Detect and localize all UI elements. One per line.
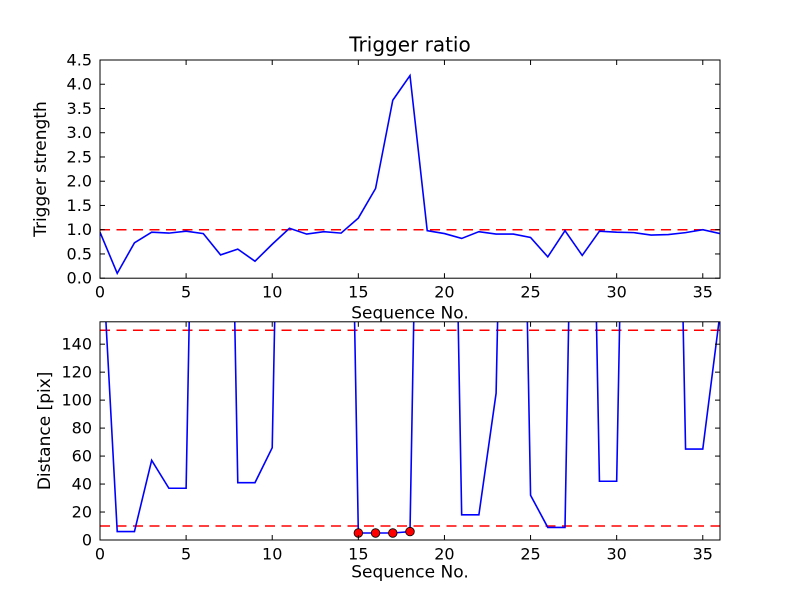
y-tick-label: 3.0 [67,123,92,142]
y-tick-label: 140 [61,335,92,354]
top-subplot: 0 5 10 15 20 25 30 35 0.0 0.5 1.0 1.5 2.0 2.5 3.0 3.5 4.… [31,33,721,324]
y-tick-label: 120 [61,363,92,382]
top-plot-area [100,73,720,276]
x-tick-label: 15 [348,545,368,564]
y-tick-label: 0.5 [67,244,92,263]
y-tick-label: 3.5 [67,99,92,118]
y-tick-label: 1.5 [67,196,92,215]
bottom-x-axis-label: Sequence No. [351,563,468,583]
x-tick-label: 0 [95,283,105,302]
y-tick-label: 4.0 [67,75,92,94]
top-y-axis-label: Trigger strength [31,101,51,238]
y-tick-label: 1.0 [67,220,92,239]
y-tick-label: 0.0 [67,269,92,288]
data-point-marker [405,526,415,537]
top-x-axis-label: Sequence No. [351,304,468,324]
y-tick-label: 20 [72,503,92,522]
bottom-subplot: 0 5 10 15 20 25 30 35 0 20 40 60 80 100 120 140 Distanc… [35,321,721,583]
x-tick-label: 20 [434,545,454,564]
bottom-plot-area [100,321,720,538]
bottom-axes-frame [99,321,721,541]
x-tick-label: 15 [348,283,368,302]
y-tick-label: 80 [72,419,92,438]
top-axes-frame [99,59,721,279]
x-tick-label: 30 [606,545,626,564]
x-tick-label: 5 [181,283,191,302]
y-tick-label: 0 [82,531,92,550]
x-tick-label: 10 [262,545,282,564]
chart-title: Trigger ratio [348,33,470,57]
y-tick-label: 40 [72,475,92,494]
y-tick-label: 2.0 [67,172,92,191]
x-tick-label: 0 [95,545,105,564]
y-tick-label: 60 [72,447,92,466]
bottom-axes-ticks: 0 5 10 15 20 25 30 35 0 20 40 60 80 100 120 140 [61,321,720,564]
x-tick-label: 20 [434,283,454,302]
x-tick-label: 25 [520,545,540,564]
x-tick-label: 5 [181,545,191,564]
y-tick-label: 2.5 [67,147,92,166]
data-line [100,73,720,276]
x-tick-label: 25 [520,283,540,302]
y-tick-label: 100 [61,391,92,410]
x-tick-label: 30 [606,283,626,302]
x-tick-label: 35 [693,545,713,564]
data-point-marker [388,528,398,538]
x-tick-label: 10 [262,283,282,302]
y-tick-label: 4.5 [67,51,92,70]
x-tick-label: 35 [693,283,713,302]
bottom-y-axis-label: Distance [pix] [35,372,55,491]
top-axes-ticks: 0 5 10 15 20 25 30 35 0.0 0.5 1.0 1.5 2.0 2.5 3.0 3.5 4.… [67,51,720,302]
data-point-marker [370,528,381,538]
